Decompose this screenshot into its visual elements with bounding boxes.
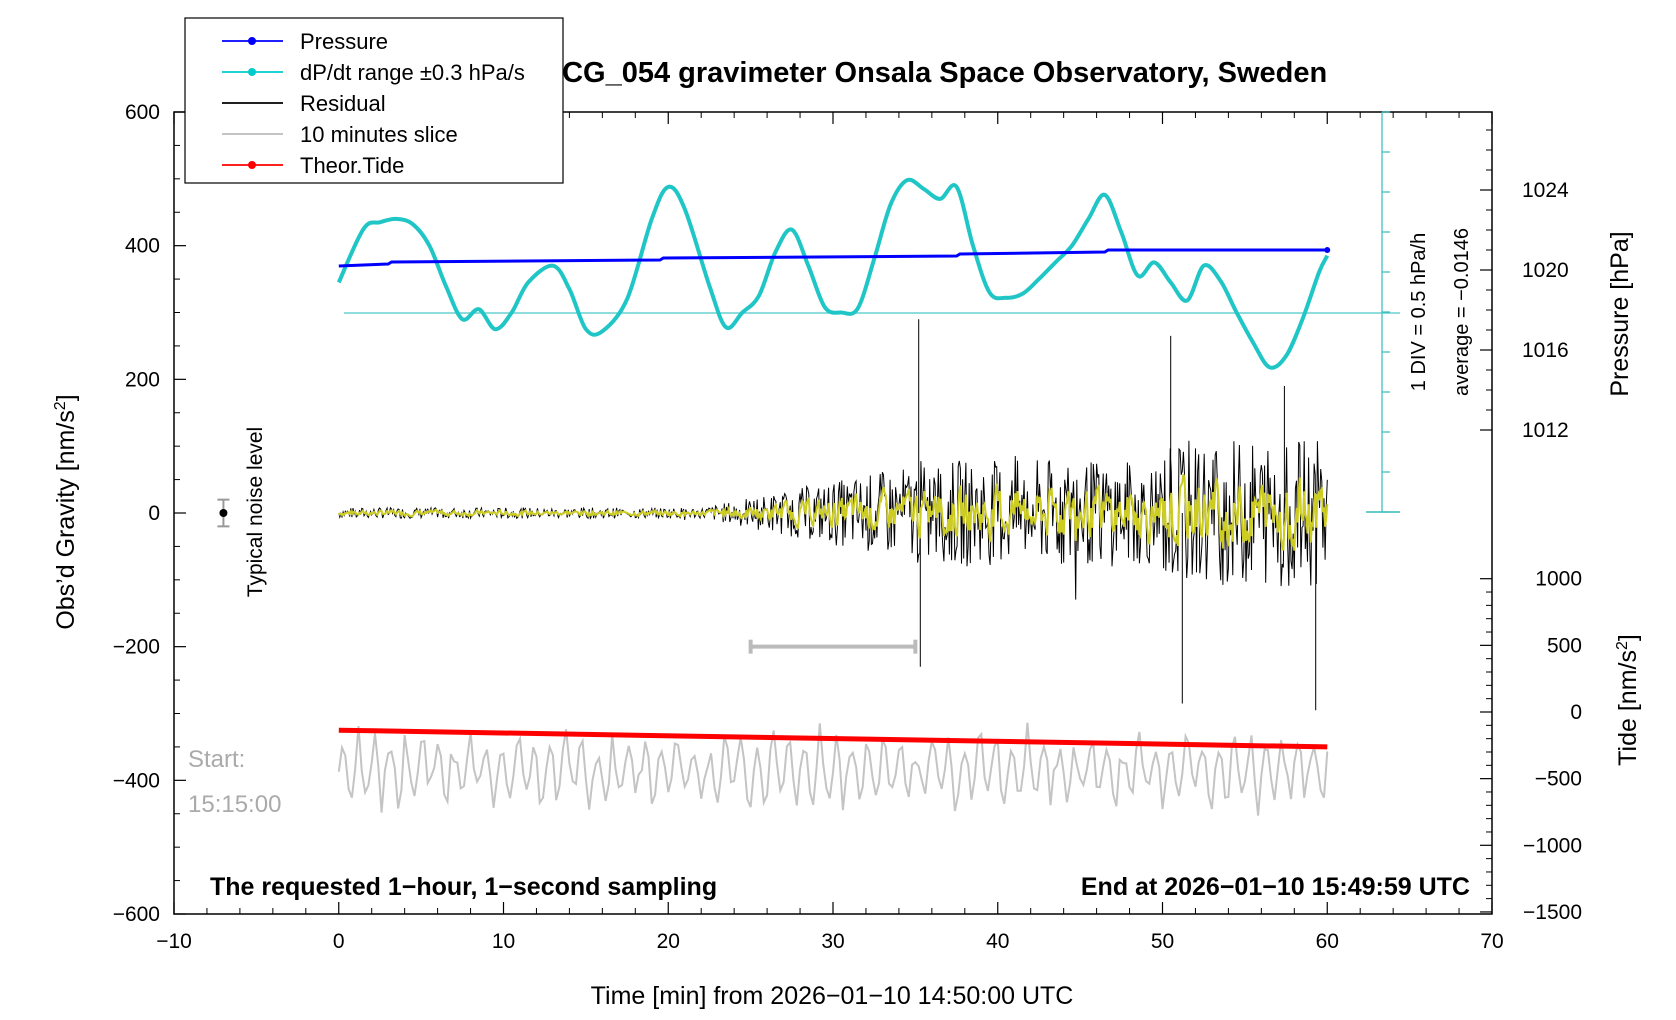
dpdt-series-line — [336, 177, 1330, 370]
legend-label: 10 minutes slice — [300, 122, 458, 147]
tide-axis-label-tail: ] — [1614, 634, 1642, 641]
x-axis-ticks: −10 0 10 20 30 40 50 60 70 — [156, 112, 1504, 953]
residual-series — [338, 319, 1328, 711]
y-tick-label: −400 — [113, 769, 160, 792]
tide-tick-label: 1000 — [1535, 568, 1582, 591]
pressure-axis-ticks: 1012 1016 1020 1024 — [1480, 129, 1569, 442]
dpdt-scale-ticks — [1382, 111, 1390, 513]
noise-level-label: Typical noise level — [244, 427, 267, 597]
pressure-tick-label: 1016 — [1522, 339, 1569, 362]
tide-axis-ticks: −1500 −1000 −500 0 500 1000 — [1480, 568, 1582, 924]
bottom-left-note: The requested 1−hour, 1−second sampling — [210, 873, 717, 901]
y-tick-label: −600 — [113, 903, 160, 926]
tide-tick-label: −500 — [1535, 768, 1582, 791]
y-tick-label: 600 — [125, 101, 160, 124]
legend-marker — [248, 68, 256, 76]
slice-series-line — [337, 722, 1329, 816]
legend-entries: Pressure dP/dt range ±0.3 hPa/s Residual 10… — [222, 29, 525, 178]
y-axis-label-sup: 2 — [52, 401, 69, 410]
x-tick-label: 10 — [492, 930, 515, 953]
y-axis-label-tail: ] — [52, 394, 80, 401]
x-tick-label: 20 — [657, 930, 680, 953]
tide-tick-label: −1500 — [1523, 901, 1582, 924]
x-tick-label: 0 — [333, 930, 345, 953]
x-tick-label: 60 — [1316, 930, 1339, 953]
average-label: average = −0.0146 — [1451, 228, 1473, 396]
pressure-tick-label: 1024 — [1522, 179, 1569, 202]
x-tick-label: 70 — [1480, 930, 1503, 953]
y-axis-ticks: −600 −400 −200 0 200 400 600 — [113, 101, 186, 926]
tide-tick-label: 0 — [1570, 701, 1582, 724]
noise-level-marker — [217, 498, 230, 528]
start-time: 15:15:00 — [188, 791, 281, 818]
x-tick-label: 40 — [986, 930, 1009, 953]
residual-filtered-series — [337, 474, 1329, 551]
x-tick-label: 30 — [821, 930, 844, 953]
pressure-axis-label: Pressure [hPa] — [1606, 231, 1634, 396]
legend-marker — [248, 37, 256, 45]
tide-series-line — [338, 727, 1328, 750]
legend-marker — [248, 161, 256, 169]
tide-axis-label: Tide [nm/s2] — [1614, 634, 1642, 766]
legend-label: Theor.Tide — [300, 153, 404, 178]
y-tick-label: 0 — [148, 502, 160, 525]
x-axis-label: Time [min] from 2026−01−10 14:50:00 UTC — [591, 982, 1074, 1010]
y-tick-label: −200 — [113, 636, 160, 659]
legend: Pressure dP/dt range ±0.3 hPa/s Residual 10… — [184, 17, 564, 184]
legend-box — [184, 17, 564, 184]
noise-level-point — [219, 509, 228, 517]
pressure-tick-label: 1012 — [1522, 419, 1569, 442]
start-label: Start: — [188, 746, 245, 773]
y-axis-label: Obs’d Gravity [nm/s2] — [52, 394, 80, 629]
pressure-series-line — [338, 248, 1328, 268]
residual-filtered-line — [337, 474, 1329, 551]
tide-axis-label-sup: 2 — [1614, 641, 1631, 650]
legend-label: dP/dt range ±0.3 hPa/s — [300, 60, 525, 85]
ten-minute-slice-series — [337, 722, 1329, 816]
legend-label: Pressure — [300, 29, 388, 54]
tide-tick-label: −1000 — [1523, 834, 1582, 857]
y-tick-label: 200 — [125, 368, 160, 391]
residual-series-line — [338, 319, 1328, 711]
div-scale-label: 1 DIV = 0.5 hPa/h — [1408, 233, 1430, 391]
x-tick-label: 50 — [1151, 930, 1174, 953]
y-tick-label: 400 — [125, 235, 160, 258]
slice-range-bar — [748, 639, 918, 654]
pressure-end-marker — [1324, 247, 1331, 253]
y-axis-label-main: Obs’d Gravity [nm/s — [52, 410, 80, 630]
x-tick-label: −10 — [156, 930, 192, 953]
pressure-tick-label: 1020 — [1522, 259, 1569, 282]
bottom-right-note: End at 2026−01−10 15:49:59 UTC — [1081, 873, 1470, 901]
tide-axis-label-main: Tide [nm/s — [1614, 650, 1642, 766]
tide-tick-label: 500 — [1547, 634, 1582, 657]
chart-title: SCG_054 gravimeter Onsala Space Observat… — [543, 57, 1327, 89]
legend-label: Residual — [300, 91, 386, 116]
